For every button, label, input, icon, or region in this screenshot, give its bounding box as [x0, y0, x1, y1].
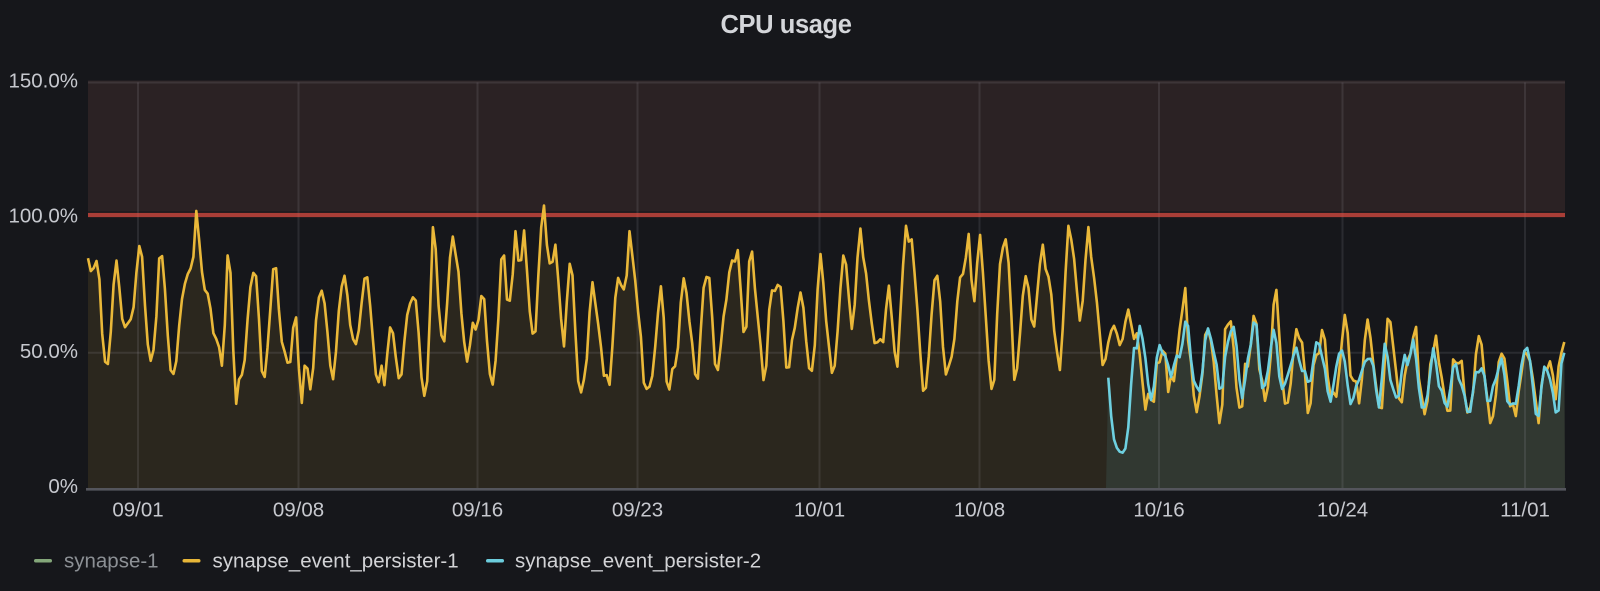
svg-text:09/23: 09/23 — [612, 499, 663, 522]
svg-text:10/16: 10/16 — [1133, 499, 1184, 522]
svg-text:09/01: 09/01 — [112, 499, 163, 522]
svg-text:0%: 0% — [48, 475, 78, 498]
svg-text:09/08: 09/08 — [273, 499, 324, 522]
svg-text:50.0%: 50.0% — [20, 340, 78, 363]
svg-text:synapse_event_persister-2: synapse_event_persister-2 — [515, 550, 761, 573]
svg-text:150.0%: 150.0% — [8, 70, 78, 93]
svg-text:09/16: 09/16 — [452, 499, 503, 522]
svg-text:synapse-1: synapse-1 — [64, 550, 159, 573]
svg-text:CPU usage: CPU usage — [720, 11, 851, 39]
svg-text:10/24: 10/24 — [1317, 499, 1368, 522]
svg-text:10/08: 10/08 — [954, 499, 1005, 522]
svg-text:11/01: 11/01 — [1500, 499, 1550, 522]
svg-text:10/01: 10/01 — [794, 499, 845, 522]
svg-text:synapse_event_persister-1: synapse_event_persister-1 — [213, 550, 459, 573]
svg-text:100.0%: 100.0% — [8, 205, 78, 228]
